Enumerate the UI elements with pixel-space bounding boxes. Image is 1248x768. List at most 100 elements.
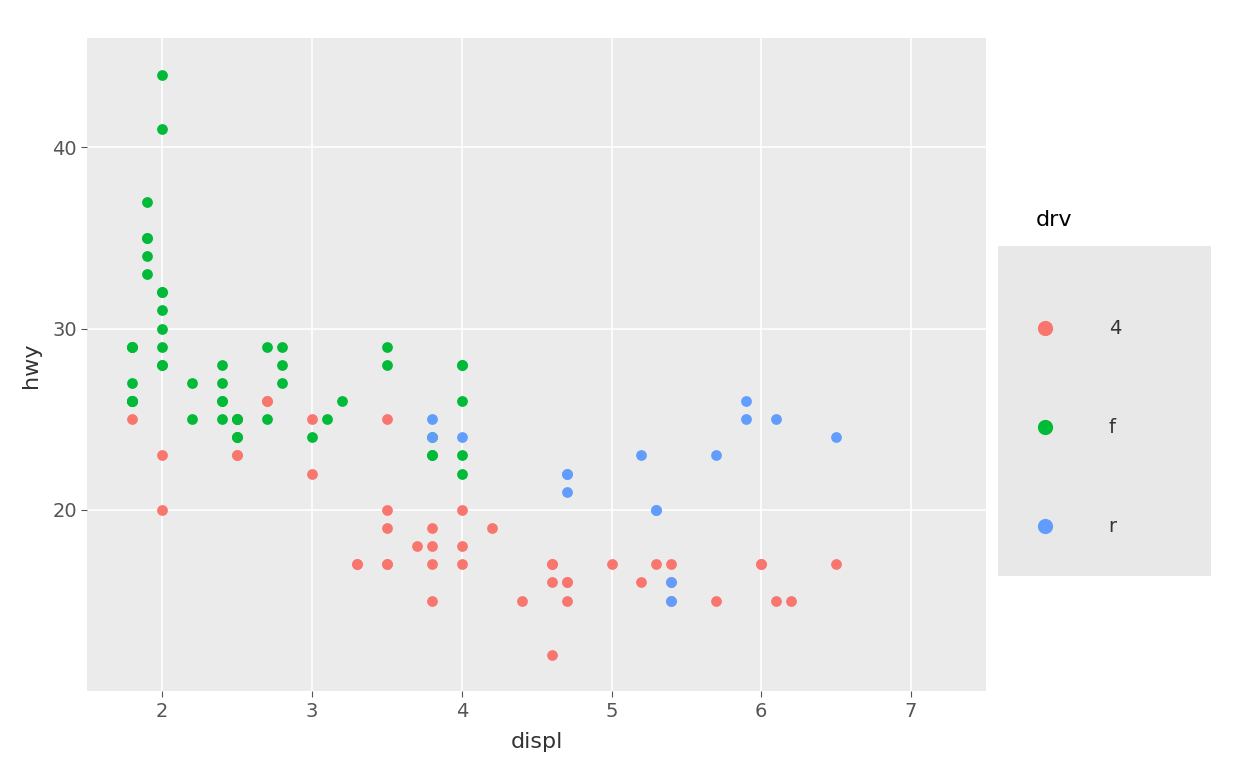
- Point: [212, 395, 232, 407]
- Point: [122, 340, 142, 353]
- Point: [542, 576, 562, 588]
- Point: [452, 468, 472, 480]
- Point: [422, 594, 442, 607]
- Point: [452, 540, 472, 552]
- Point: [422, 413, 442, 425]
- Point: [152, 286, 172, 299]
- Point: [557, 468, 577, 480]
- Point: [257, 340, 277, 353]
- Point: [272, 340, 292, 353]
- Point: [182, 413, 202, 425]
- Point: [152, 449, 172, 462]
- Point: [212, 359, 232, 371]
- Point: [227, 431, 247, 443]
- Point: [227, 413, 247, 425]
- Point: [706, 594, 726, 607]
- Point: [272, 377, 292, 389]
- Point: [422, 558, 442, 571]
- Point: [257, 413, 277, 425]
- Point: [257, 395, 277, 407]
- Point: [452, 449, 472, 462]
- Point: [227, 449, 247, 462]
- Point: [602, 558, 622, 571]
- Point: [751, 558, 771, 571]
- Point: [826, 431, 846, 443]
- Point: [152, 68, 172, 81]
- Text: drv: drv: [1036, 210, 1072, 230]
- Point: [122, 395, 142, 407]
- Point: [482, 522, 502, 535]
- Point: [1035, 521, 1055, 533]
- Point: [766, 413, 786, 425]
- Point: [122, 340, 142, 353]
- Point: [422, 431, 442, 443]
- Point: [122, 377, 142, 389]
- Point: [152, 123, 172, 135]
- Point: [542, 649, 562, 661]
- Point: [152, 359, 172, 371]
- Point: [661, 594, 681, 607]
- Point: [317, 413, 337, 425]
- Point: [826, 558, 846, 571]
- Point: [557, 485, 577, 498]
- Point: [137, 268, 157, 280]
- Point: [347, 558, 367, 571]
- Point: [272, 359, 292, 371]
- Point: [377, 413, 397, 425]
- Point: [152, 504, 172, 516]
- Point: [377, 558, 397, 571]
- Text: r: r: [1108, 517, 1117, 536]
- Point: [137, 232, 157, 244]
- Point: [452, 431, 472, 443]
- Point: [452, 504, 472, 516]
- Point: [212, 395, 232, 407]
- Point: [152, 359, 172, 371]
- Text: 4: 4: [1108, 319, 1121, 338]
- Point: [736, 413, 756, 425]
- Point: [407, 540, 427, 552]
- Point: [152, 286, 172, 299]
- Point: [736, 395, 756, 407]
- Point: [182, 377, 202, 389]
- Point: [557, 468, 577, 480]
- Point: [377, 522, 397, 535]
- Point: [751, 558, 771, 571]
- Point: [646, 558, 666, 571]
- Point: [631, 449, 651, 462]
- Point: [227, 413, 247, 425]
- Point: [212, 377, 232, 389]
- Point: [452, 359, 472, 371]
- Point: [152, 340, 172, 353]
- Point: [377, 340, 397, 353]
- Point: [542, 558, 562, 571]
- Point: [422, 522, 442, 535]
- Point: [646, 504, 666, 516]
- Point: [422, 449, 442, 462]
- Point: [332, 395, 352, 407]
- Point: [227, 413, 247, 425]
- Point: [137, 196, 157, 208]
- Point: [1035, 323, 1055, 335]
- Point: [1035, 421, 1055, 433]
- Point: [557, 576, 577, 588]
- Point: [302, 431, 322, 443]
- Point: [557, 594, 577, 607]
- Point: [646, 504, 666, 516]
- Point: [706, 449, 726, 462]
- Point: [302, 413, 322, 425]
- Point: [661, 576, 681, 588]
- Point: [452, 395, 472, 407]
- Point: [122, 395, 142, 407]
- X-axis label: displ: displ: [510, 732, 563, 752]
- Point: [557, 576, 577, 588]
- Point: [766, 594, 786, 607]
- Point: [661, 594, 681, 607]
- Point: [347, 558, 367, 571]
- Point: [137, 232, 157, 244]
- Point: [631, 576, 651, 588]
- Point: [452, 558, 472, 571]
- Text: f: f: [1108, 418, 1116, 437]
- Point: [422, 449, 442, 462]
- Point: [422, 431, 442, 443]
- Point: [661, 558, 681, 571]
